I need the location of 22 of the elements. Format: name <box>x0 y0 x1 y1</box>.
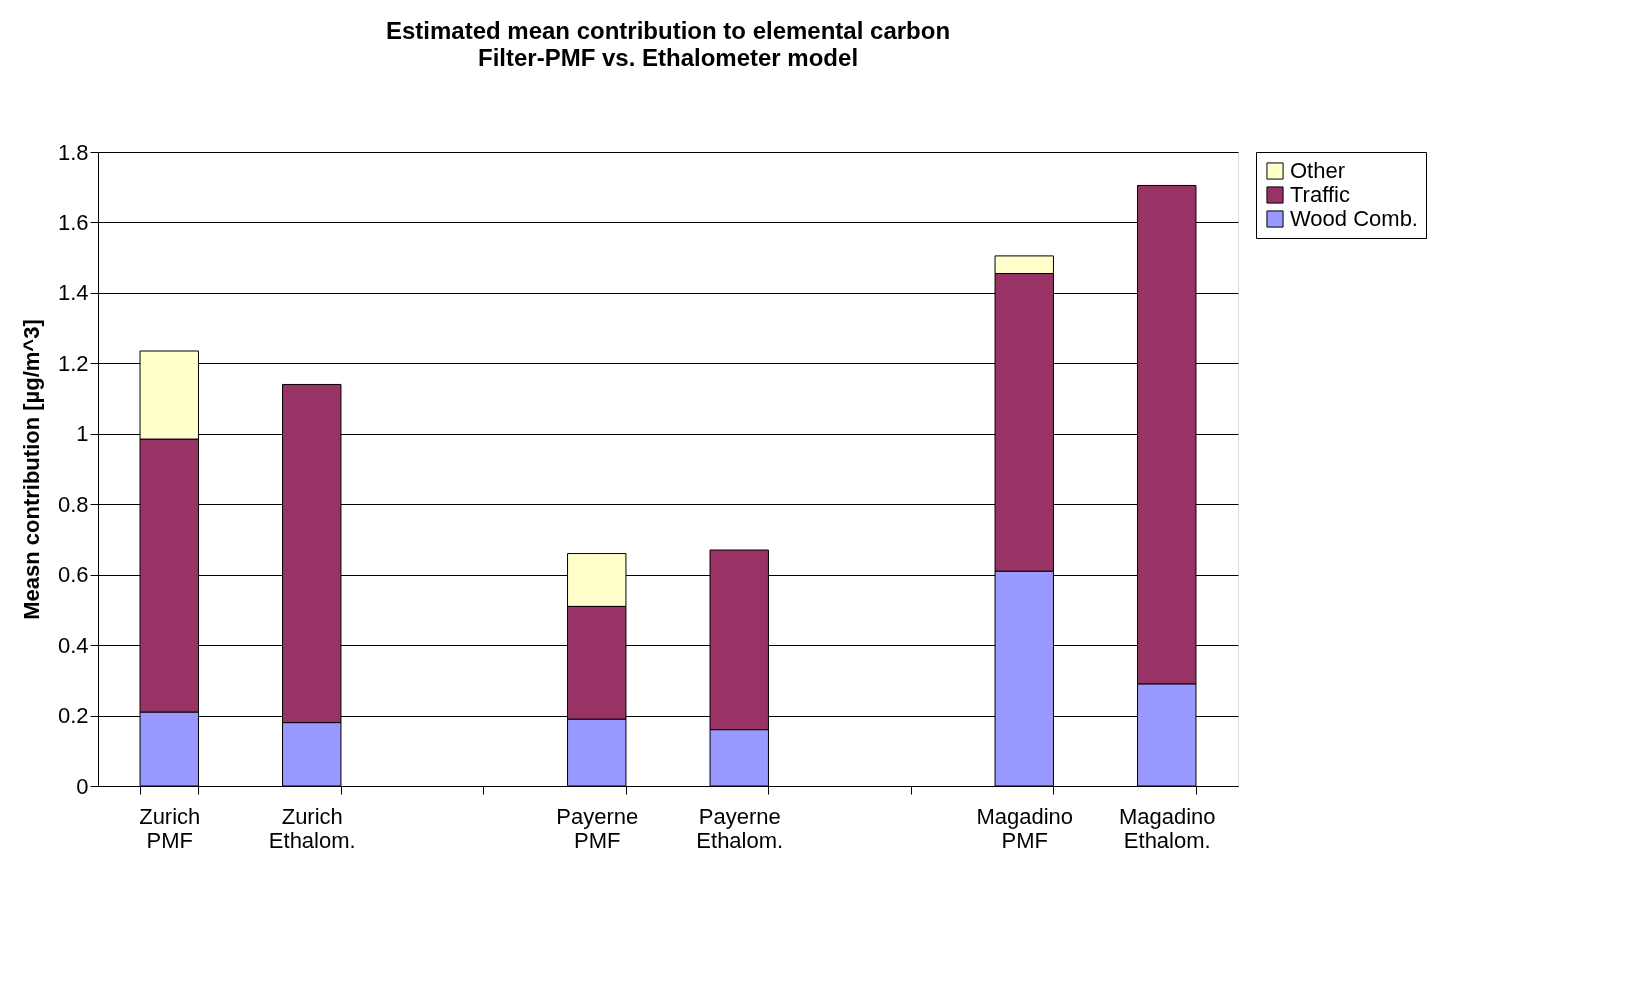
y-tick-label: 1.4 <box>57 280 89 306</box>
legend-label: Traffic <box>1290 182 1350 207</box>
chart-subtitle: Filter-PMF vs. Ethalometer model <box>477 44 859 71</box>
y-tick-label: 0.2 <box>57 703 89 729</box>
legend-label: Wood Comb. <box>1290 206 1418 231</box>
y-tick-label: 1 <box>76 421 89 447</box>
y-tick-label: 0.4 <box>57 632 89 658</box>
y-tick-label: 0 <box>76 773 89 799</box>
y-tick-label: 0.8 <box>57 491 89 517</box>
y-tick-label: 0.6 <box>57 562 89 588</box>
chart-title: Estimated mean contribution to elemental carbon <box>385 17 951 44</box>
y-tick-label: 1.8 <box>57 139 89 165</box>
y-axis-title: Measn contribution [µg/m^3] <box>18 319 44 620</box>
x-tick-label: Magadino Ethalom. <box>1118 803 1216 853</box>
y-tick-label: 1.2 <box>57 350 89 376</box>
legend-label: Other <box>1290 158 1346 183</box>
x-tick-label: Payerne Ethalom. <box>696 803 784 853</box>
y-tick-label: 1.6 <box>57 209 89 235</box>
x-tick-label: Magadino PMF <box>976 803 1074 853</box>
x-tick-label: Payerne PMF <box>556 803 639 853</box>
x-tick-label: Zurich Ethalom. <box>268 803 356 853</box>
x-tick-label: Zurich PMF <box>139 803 201 853</box>
